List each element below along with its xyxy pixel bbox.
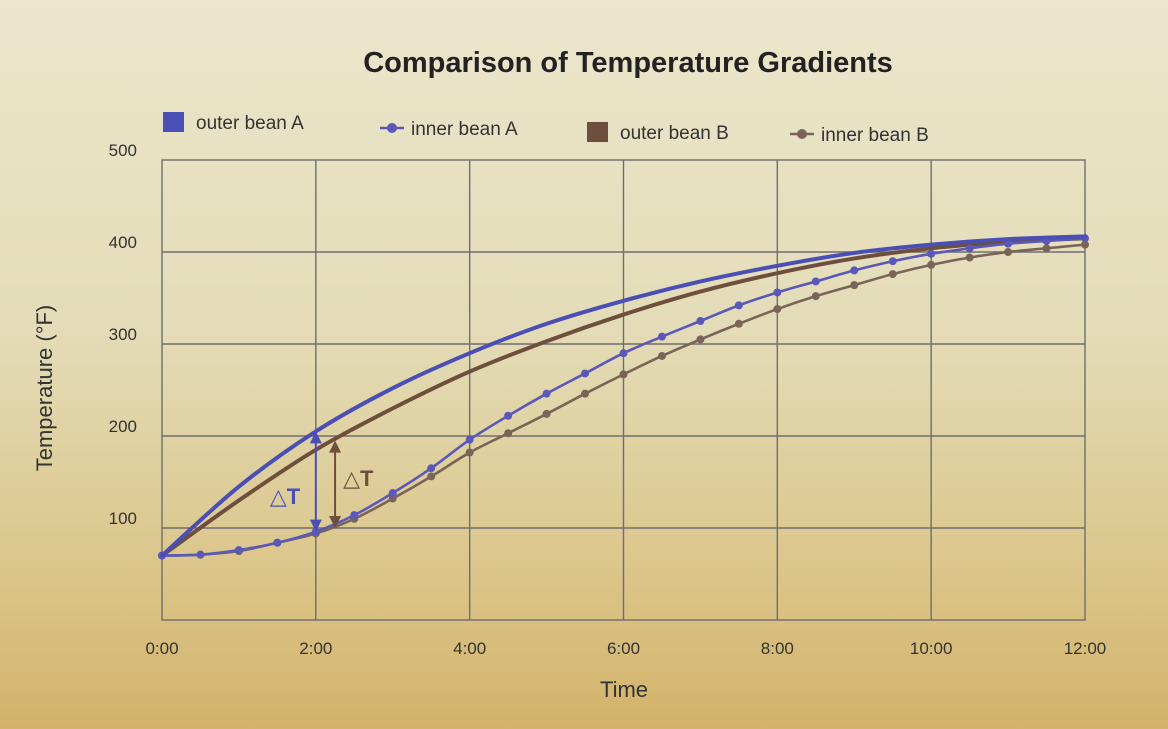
inner-bean-B-point [427,472,436,481]
delta-t-label: △T [343,466,374,491]
x-tick-label: 4:00 [453,639,486,658]
outer-bean-A-line [160,234,1087,558]
inner-bean-B-point [581,389,590,398]
inner-bean-A-point [773,288,782,297]
inner-bean-B-point [1042,244,1051,253]
inner-bean-A-point [696,317,705,325]
x-tick-label: 10:00 [910,639,953,658]
delta-annotations: △T △T [270,431,374,532]
inner-bean-B-point [465,448,474,457]
legend-item-outer-bean-A: outer bean A [163,112,304,134]
inner-bean-A-point [927,249,936,258]
delta-t-annotation: △T [270,431,322,532]
inner-bean-A-point [619,349,628,358]
series-outer-bean-A [160,234,1087,558]
legend-label: outer bean B [620,123,729,144]
inner-bean-B-point [734,319,743,328]
inner-bean-A-point [734,301,743,310]
legend-item-outer-bean-B: outer bean B [587,122,729,144]
inner-bean-B-point [850,281,859,290]
inner-bean-B-point [773,305,782,314]
legend-dot-swatch [387,123,397,133]
inner-bean-B-point [388,494,397,503]
legend-square-swatch [163,112,184,132]
legend: outer bean A inner bean A outer bean B inne… [163,112,929,146]
inner-bean-A-point [350,511,359,520]
y-axis-ticks: 100 200 300 400 500 [109,141,137,528]
x-axis-ticks: 0:00 2:00 4:00 6:00 8:00 10:00 12:00 [145,639,1106,658]
y-tick-label: 100 [109,509,137,528]
inner-bean-A-point [427,464,436,473]
x-tick-label: 2:00 [299,639,332,658]
inner-bean-B-point [811,292,820,301]
inner-bean-A-point [234,546,243,555]
legend-dot-swatch [797,129,807,139]
y-tick-label: 500 [109,141,137,160]
inner-bean-B-point [888,270,897,279]
x-axis-label: Time [600,677,648,702]
inner-bean-A-point [388,489,397,498]
inner-bean-B-point [542,409,551,418]
inner-bean-A-point [581,369,590,378]
x-tick-label: 12:00 [1064,639,1107,658]
legend-label: outer bean A [196,113,304,134]
delta-arrow-head-up [329,440,342,453]
inner-bean-B-point [619,370,628,379]
inner-bean-A-point [965,244,974,253]
legend-label: inner bean B [821,125,929,146]
delta-t-label: △T [270,484,301,509]
series-group [158,234,1089,560]
delta-arrow-head-down [329,516,342,528]
inner-bean-B-point [504,429,513,438]
inner-bean-B-point [965,253,974,262]
x-tick-label: 8:00 [761,639,794,658]
y-tick-label: 200 [109,417,137,436]
inner-bean-B-point [696,335,705,344]
inner-bean-A-point [465,435,474,444]
inner-bean-A-point [273,538,282,547]
inner-bean-A-point [657,332,666,341]
gridlines [161,159,1086,621]
series-inner-bean-A [158,234,1089,560]
inner-bean-B-point [1004,248,1013,256]
chart-title: Comparison of Temperature Gradients [363,47,893,79]
inner-bean-B-point [657,351,666,360]
inner-bean-A-point [542,389,551,398]
inner-bean-A-point [504,411,513,420]
x-tick-label: 0:00 [145,639,178,658]
y-tick-label: 400 [109,233,137,252]
legend-square-swatch [587,122,608,142]
delta-arrow-head-down [309,519,322,532]
legend-item-inner-bean-B: inner bean B [790,125,929,146]
x-tick-label: 6:00 [607,639,640,658]
y-axis-label: Temperature (°F) [32,305,57,472]
inner-bean-B-point [927,260,936,269]
inner-bean-A-point [196,550,205,559]
inner-bean-A-point [1004,239,1013,248]
inner-bean-A-point [850,266,859,275]
inner-bean-A-point [811,277,820,286]
legend-item-inner-bean-A: inner bean A [380,119,518,140]
delta-t-annotation: △T [329,440,374,528]
delta-arrow-head-up [309,431,322,444]
y-tick-label: 300 [109,325,137,344]
inner-bean-A-point [888,257,897,266]
inner-bean-B-point [1081,240,1089,249]
legend-label: inner bean A [411,119,518,140]
